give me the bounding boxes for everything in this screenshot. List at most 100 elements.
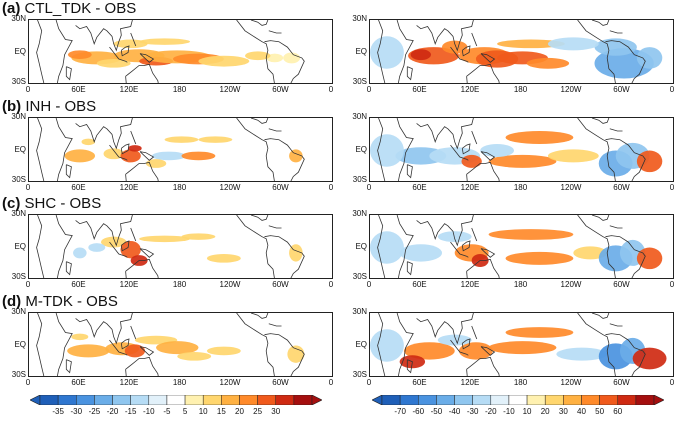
colorbar-tick-label: -40 — [448, 407, 461, 416]
coastline — [75, 20, 133, 52]
anomaly-contour — [370, 36, 404, 69]
colorbar-tick-label: 25 — [253, 407, 263, 416]
lon-label: 60W — [613, 183, 630, 192]
colorbar-segment — [76, 395, 95, 405]
lon-label: 0 — [25, 183, 31, 192]
colorbar-tick-label: -10 — [503, 407, 515, 416]
lon-label: 180 — [513, 183, 528, 192]
anomaly-contour — [488, 154, 557, 168]
anomaly-contour — [289, 149, 303, 163]
lon-label: 120E — [119, 378, 139, 387]
lon-label: 60E — [412, 85, 427, 94]
map-a-right — [369, 19, 674, 84]
lon-label: 120W — [560, 183, 582, 192]
lat-label: 30S — [352, 77, 367, 86]
colorbar-tick-label: 10 — [198, 407, 208, 416]
coastline — [55, 20, 73, 83]
colorbar-segment — [472, 395, 492, 405]
coastline — [396, 20, 414, 83]
colorbar-segment — [94, 395, 113, 405]
coastline — [125, 356, 159, 376]
colorbar-tick-label: 20 — [235, 407, 244, 416]
lon-label: 60E — [71, 378, 86, 387]
colorbar-segment — [490, 395, 510, 405]
coastline — [609, 225, 623, 229]
coastline — [406, 359, 413, 374]
map-d-right — [369, 312, 674, 377]
coastline — [36, 215, 45, 278]
coastline — [450, 241, 469, 258]
anomaly-contour — [245, 51, 271, 61]
coastline — [130, 130, 137, 145]
anomaly-contour — [120, 241, 141, 259]
lat-label: 30S — [352, 370, 367, 379]
anomaly-contour — [399, 244, 443, 262]
anomaly-contour — [458, 342, 493, 360]
lon-label: 180 — [513, 85, 528, 94]
lon-label: 180 — [172, 280, 187, 289]
lat-label: 30S — [352, 175, 367, 184]
lon-label: 120E — [460, 378, 480, 387]
coastline — [236, 313, 275, 376]
lon-label: 120W — [219, 280, 241, 289]
colorbar-tick-label: -35 — [52, 407, 64, 416]
anomaly-contour — [206, 346, 241, 356]
colorbar-segment — [436, 395, 455, 405]
map-b-right — [369, 117, 674, 182]
map-a-left — [28, 19, 333, 84]
anomaly-contour — [198, 136, 233, 143]
anomaly-contour — [206, 254, 241, 263]
lon-label: 0 — [25, 280, 31, 289]
coastline — [139, 151, 155, 161]
lat-label: 30N — [11, 307, 26, 316]
anomaly-contour — [488, 229, 574, 240]
lat-label: EQ — [355, 241, 367, 251]
lon-label: 180 — [172, 378, 187, 387]
colorbar-tick-label: -15 — [124, 407, 137, 416]
anomaly-contour — [73, 247, 87, 259]
anomaly-contour — [488, 341, 557, 355]
anomaly-contour — [266, 53, 284, 63]
colorbar-segment — [184, 395, 204, 405]
coastline — [120, 45, 130, 57]
coastline — [591, 313, 610, 319]
colorbar-tick-label: 5 — [182, 407, 188, 416]
colorbar-tick-label: 60 — [613, 407, 623, 416]
lon-label: 120E — [119, 183, 139, 192]
anomaly-contour — [556, 347, 608, 361]
anomaly-contour — [461, 154, 482, 168]
coastline — [396, 118, 414, 181]
coastline — [125, 63, 159, 83]
lon-label: 0 — [328, 183, 334, 192]
anomaly-contour — [181, 151, 216, 161]
coastline — [36, 313, 45, 376]
colorbar-tick-label: -5 — [163, 407, 171, 416]
coastline — [461, 240, 471, 252]
anomaly-contour — [128, 145, 142, 152]
coastline — [236, 118, 275, 181]
coastline — [466, 356, 500, 376]
lat-label: 30N — [11, 112, 26, 121]
coastline — [396, 313, 414, 376]
coastline — [120, 240, 130, 252]
lat-label: EQ — [14, 241, 26, 251]
anomaly-contour — [547, 37, 599, 51]
panel-d-title: (d) M-TDK - OBS — [2, 293, 118, 310]
anomaly-contour — [156, 341, 199, 355]
coastline — [466, 271, 468, 278]
coastline — [139, 346, 155, 356]
lon-label: 120W — [560, 280, 582, 289]
coastline — [250, 215, 269, 221]
coastline — [125, 76, 127, 83]
lon-label: 120W — [560, 378, 582, 387]
lon-label: 120E — [460, 85, 480, 94]
lon-label: 0 — [366, 183, 372, 192]
colorbar-segment — [526, 395, 546, 405]
coastline — [36, 20, 45, 83]
coastline — [466, 174, 468, 181]
lon-label: 120W — [219, 183, 241, 192]
lon-label: 0 — [366, 280, 372, 289]
coastline — [466, 76, 468, 83]
colorbar-tick-label: -30 — [70, 407, 83, 416]
coastline — [65, 261, 72, 276]
